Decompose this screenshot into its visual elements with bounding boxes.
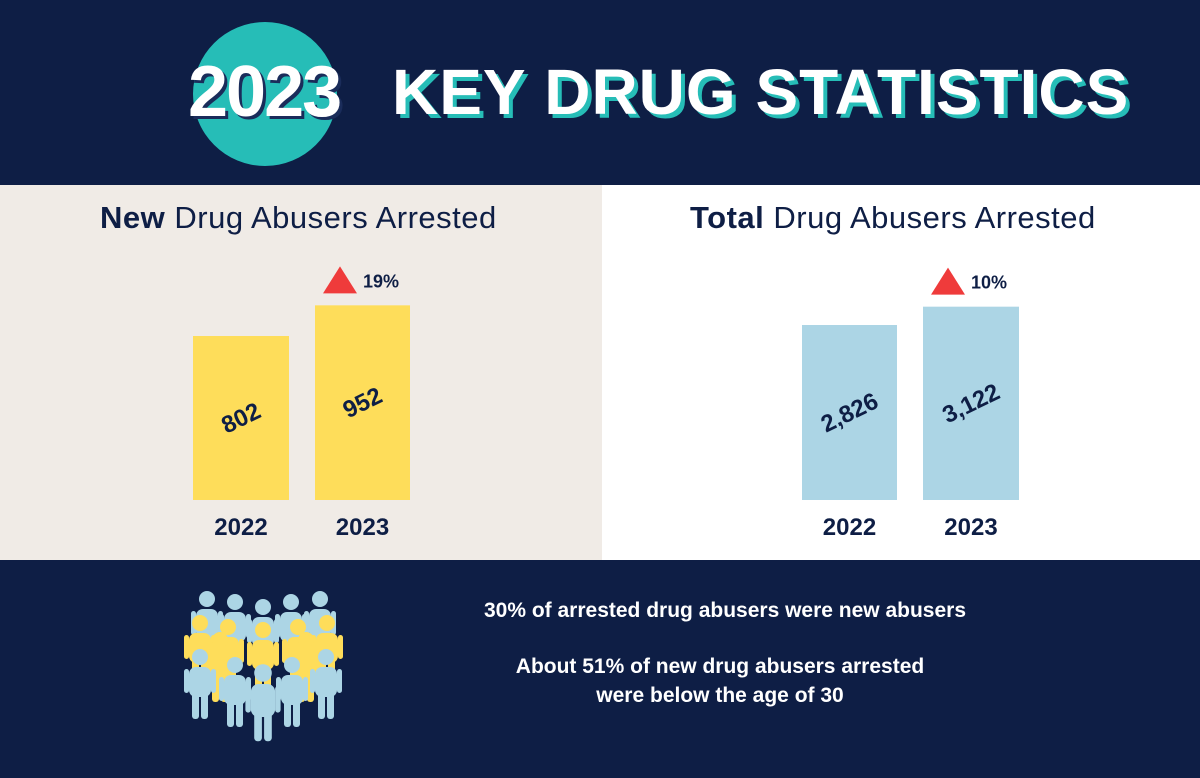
year-label: 2023 (188, 52, 342, 132)
increase-arrow-icon (323, 266, 357, 294)
person-icon (310, 649, 342, 719)
total-arrests-category-label: 2023 (944, 514, 997, 541)
person-icon (245, 664, 281, 742)
total-arrests-category-label: 2022 (823, 514, 876, 541)
total-arrests-bar-2023 (923, 306, 1019, 500)
stat-age-below-30: About 51% of new drug abusers arrested w… (400, 652, 1040, 710)
total-arrests-chart-title: Total Drug Abusers Arrested (690, 200, 1096, 236)
header-banner: 2023 KEY DRUG STATISTICS (0, 0, 1200, 185)
stat-new-abusers: 30% of arrested drug abusers were new ab… (483, 599, 967, 622)
new-arrests-title-rest: Drug Abusers Arrested (174, 200, 497, 235)
new-arrests-change-label: 19% (363, 271, 399, 291)
year-circle (193, 22, 337, 166)
total-arrests-title-rest: Drug Abusers Arrested (773, 200, 1096, 235)
new-arrests-bar-2022 (193, 336, 289, 500)
people-group-icon (184, 591, 343, 742)
person-icon (184, 649, 216, 719)
total-arrests-panel: Total Drug Abusers Arrested 2,826 2022 3,1… (602, 185, 1200, 560)
new-arrests-panel: New Drug Abusers Arrested 802 2022 952 2023… (0, 185, 602, 560)
new-arrests-category-label: 2023 (336, 514, 389, 541)
footer-banner: 30% of arrested drug abusers were new ab… (0, 560, 1200, 778)
total-arrests-change-label: 10% (971, 273, 1007, 293)
new-arrests-chart-title: New Drug Abusers Arrested (100, 200, 497, 236)
stat-age-line1: About 51% of new drug abusers arrested (515, 655, 925, 678)
new-arrests-bar-2023 (315, 305, 410, 500)
new-arrests-category-label: 2022 (214, 514, 267, 541)
increase-arrow-icon (931, 267, 965, 295)
stat-age-line2: were below the age of 30 (596, 684, 844, 707)
total-arrests-title-bold: Total (690, 200, 765, 235)
total-arrests-bar-2022 (802, 325, 897, 500)
new-arrests-title-bold: New (100, 200, 166, 235)
page-title: KEY DRUG STATISTICS (392, 56, 1130, 128)
